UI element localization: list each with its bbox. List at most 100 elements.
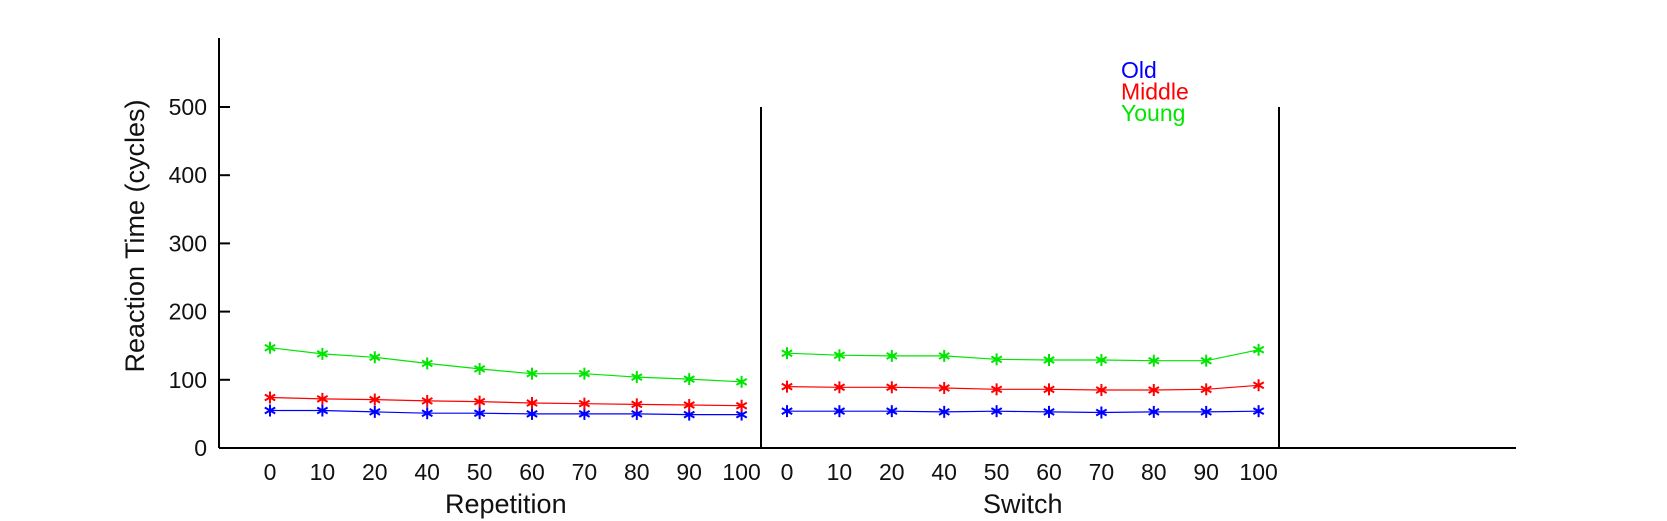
data-point <box>886 381 898 394</box>
x-tick-label: 60 <box>519 459 545 485</box>
data-point <box>369 405 381 418</box>
series-line <box>787 410 1259 414</box>
data-point <box>1043 354 1055 367</box>
data-point <box>578 407 591 420</box>
data-point <box>316 392 329 405</box>
x-tick-label: 70 <box>572 459 598 485</box>
series-young <box>781 343 1265 367</box>
legend-item-old: Old <box>1121 57 1157 83</box>
data-point <box>473 395 486 408</box>
y-tick-label: 500 <box>169 94 207 120</box>
data-point <box>735 399 748 412</box>
x-tick-label: 80 <box>1141 459 1167 485</box>
data-point <box>1043 383 1055 396</box>
x-tick-label: 50 <box>467 459 493 485</box>
x-tick-label: 10 <box>310 459 336 485</box>
x-tick-label: 20 <box>362 459 388 485</box>
legend-item-young: Young <box>1121 100 1185 126</box>
data-point <box>526 367 538 380</box>
data-point <box>1148 354 1160 367</box>
data-point <box>473 407 486 420</box>
data-point <box>316 347 329 360</box>
panel-switch: 0 10 20 40 50 60 70 80 90 100 Switch <box>781 343 1278 519</box>
x-axis-title: Repetition <box>445 489 567 519</box>
x-tick-label: 0 <box>781 459 794 485</box>
data-point <box>833 405 846 418</box>
x-tick-label: 100 <box>722 459 760 485</box>
series-line <box>269 396 742 407</box>
data-point <box>1095 354 1108 367</box>
panel-repetition: 0 10 20 40 50 60 70 80 90 100 Repetition <box>264 341 761 519</box>
data-point <box>369 393 381 406</box>
legend-item-middle: Middle <box>1121 79 1189 105</box>
data-point <box>781 380 793 393</box>
data-point <box>369 351 381 364</box>
data-point <box>938 405 950 418</box>
data-point <box>683 399 695 412</box>
series-line <box>786 384 1259 391</box>
data-point <box>990 353 1003 366</box>
x-tick-label: 40 <box>931 459 957 485</box>
data-point <box>683 373 695 386</box>
data-point <box>526 407 538 420</box>
data-point <box>1043 405 1055 418</box>
series-young <box>264 341 748 388</box>
data-point <box>631 371 643 384</box>
data-point <box>578 397 591 410</box>
series-middle <box>264 391 748 412</box>
x-tick-label: 90 <box>1193 459 1219 485</box>
data-point <box>421 407 433 420</box>
x-tick-label: 80 <box>624 459 650 485</box>
data-point <box>833 349 846 362</box>
data-point <box>735 375 748 388</box>
y-tick-label: 200 <box>169 299 207 325</box>
x-tick-label: 10 <box>827 459 853 485</box>
data-point <box>938 381 950 394</box>
data-point <box>1200 354 1212 367</box>
y-tick-label: 300 <box>169 230 207 256</box>
x-tick-label: 70 <box>1089 459 1115 485</box>
data-point <box>1252 405 1265 418</box>
data-point <box>1095 406 1108 419</box>
x-tick-label: 20 <box>879 459 905 485</box>
x-tick-label: 40 <box>414 459 440 485</box>
data-point <box>990 383 1003 396</box>
data-point <box>781 405 793 418</box>
x-tick-label: 0 <box>264 459 277 485</box>
y-tick-label: 0 <box>194 435 207 461</box>
series-line <box>270 409 742 416</box>
axes <box>218 38 1516 449</box>
x-tick-label: 50 <box>984 459 1010 485</box>
x-tick-label: 60 <box>1036 459 1062 485</box>
data-point <box>1252 379 1265 392</box>
data-point <box>631 398 643 411</box>
series-line <box>786 349 1259 362</box>
data-point <box>990 405 1003 418</box>
data-point <box>578 367 591 380</box>
panels: 0 10 20 40 50 60 70 80 90 100 Repetition 0 10 20 40 50 6… <box>264 341 1278 519</box>
series-middle <box>781 379 1265 397</box>
x-tick-label: 100 <box>1239 459 1277 485</box>
data-point <box>1095 384 1108 397</box>
y-axis-title: Reaction Time (cycles) <box>120 99 150 372</box>
data-point <box>886 349 898 362</box>
data-point <box>473 362 486 375</box>
data-point <box>264 391 276 404</box>
series-line <box>269 347 742 383</box>
data-point <box>421 357 433 370</box>
x-tick-label: 90 <box>676 459 702 485</box>
data-point <box>526 396 538 409</box>
data-point <box>1200 405 1212 418</box>
data-point <box>264 404 276 417</box>
data-point <box>1252 343 1265 356</box>
data-point <box>1148 384 1160 397</box>
data-point <box>781 347 793 360</box>
x-axis-title: Switch <box>983 489 1063 519</box>
data-point <box>264 341 276 354</box>
data-point <box>833 381 846 394</box>
y-ticks: 0 100 200 300 400 500 <box>169 94 230 461</box>
y-tick-label: 400 <box>169 162 207 188</box>
data-point <box>421 394 433 407</box>
